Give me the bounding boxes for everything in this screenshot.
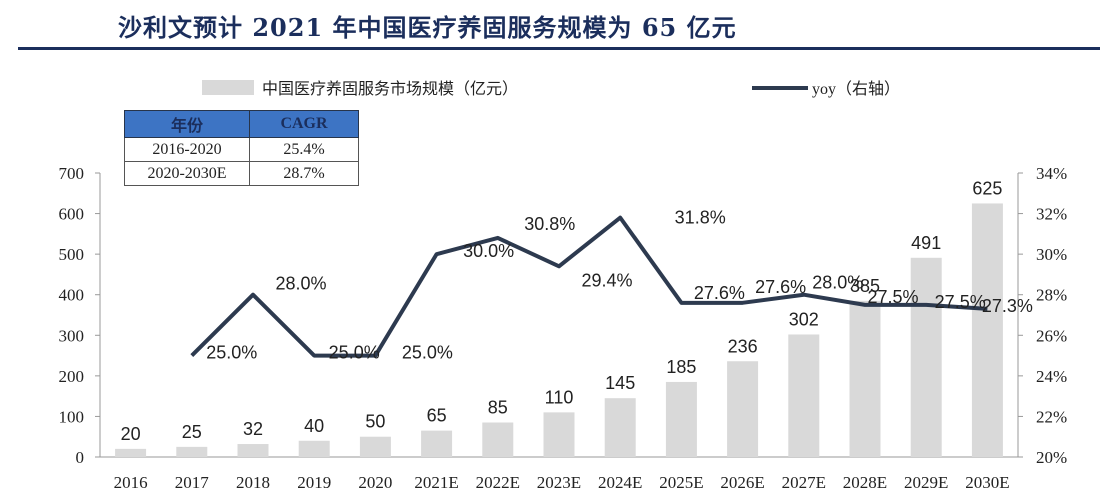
left-tick-label: 400 <box>59 286 85 305</box>
x-tick-label: 2020 <box>358 473 392 492</box>
yoy-value-label: 28.0% <box>812 273 863 293</box>
left-tick-label: 200 <box>59 367 85 386</box>
x-tick-label: 2024E <box>598 473 642 492</box>
legend-bar-swatch <box>202 80 254 95</box>
yoy-value-label: 31.8% <box>675 208 726 228</box>
bar-value-label: 65 <box>427 406 447 426</box>
yoy-value-label: 27.6% <box>694 283 745 303</box>
bar <box>298 440 330 457</box>
bar-value-label: 110 <box>545 387 574 407</box>
bar <box>543 412 575 457</box>
left-tick-label: 500 <box>59 245 85 264</box>
left-tick-label: 0 <box>76 448 85 467</box>
x-tick-label: 2029E <box>904 473 948 492</box>
yoy-value-label: 30.0% <box>463 241 514 261</box>
cagr-row: 2016-2020 25.4% <box>124 137 359 162</box>
cagr-table: 年份 CAGR 2016-2020 25.4% 2020-2030E 28.7% <box>124 110 359 186</box>
bar-value-label: 40 <box>304 416 324 436</box>
bar <box>604 398 636 457</box>
cagr-header-cagr: CAGR <box>249 110 359 138</box>
yoy-value-label: 25.0% <box>206 343 257 363</box>
cagr-table-header: 年份 CAGR <box>124 110 359 138</box>
bar-value-label: 236 <box>728 336 758 356</box>
yoy-value-label: 29.4% <box>581 270 632 290</box>
yoy-value-label: 28.0% <box>275 274 326 294</box>
right-tick-label: 28% <box>1036 286 1067 305</box>
bar <box>421 430 453 457</box>
bar <box>910 257 942 457</box>
bar-value-label: 32 <box>243 419 263 439</box>
yoy-value-label: 30.8% <box>524 214 575 234</box>
cagr-value: 28.7% <box>249 161 359 186</box>
yoy-value-label: 27.5% <box>867 287 918 307</box>
bar <box>359 436 391 457</box>
cagr-row: 2020-2030E 28.7% <box>124 161 359 186</box>
x-tick-label: 2025E <box>659 473 703 492</box>
bar-value-label: 385 <box>850 276 880 296</box>
yoy-line <box>190 215 988 358</box>
bar <box>788 334 820 457</box>
legend-line-label: yoy（右轴） <box>812 80 900 98</box>
yoy-value-label: 27.6% <box>755 277 806 297</box>
yoy-value-label: 25.0% <box>402 343 453 363</box>
right-tick-label: 32% <box>1036 205 1067 224</box>
x-tick-label: 2027E <box>782 473 826 492</box>
left-tick-label: 300 <box>59 326 85 345</box>
x-tick-label: 2016 <box>114 473 148 492</box>
cagr-period: 2016-2020 <box>124 137 250 162</box>
bar-value-label: 302 <box>789 309 819 329</box>
title-divider <box>18 47 1100 50</box>
bar <box>237 444 269 457</box>
x-tick-label: 2023E <box>537 473 581 492</box>
bar-value-label: 625 <box>972 178 1002 198</box>
x-tick-label: 2018 <box>236 473 270 492</box>
left-tick-label: 100 <box>59 407 85 426</box>
right-tick-label: 26% <box>1036 326 1067 345</box>
cagr-header-year: 年份 <box>124 110 250 138</box>
left-tick-label: 600 <box>59 205 85 224</box>
x-tick-label: 2021E <box>414 473 458 492</box>
bar <box>727 361 759 457</box>
x-tick-label: 2017 <box>175 473 210 492</box>
right-tick-label: 24% <box>1036 367 1067 386</box>
bar <box>115 448 147 457</box>
right-tick-label: 30% <box>1036 245 1067 264</box>
bar <box>176 446 208 457</box>
right-tick-label: 22% <box>1036 407 1067 426</box>
x-tick-label: 2026E <box>720 473 764 492</box>
yoy-value-label: 25.0% <box>329 343 380 363</box>
bar-value-label: 20 <box>121 424 141 444</box>
x-tick-label: 2028E <box>843 473 887 492</box>
bar-value-label: 85 <box>488 398 508 418</box>
yoy-value-label: 27.3% <box>982 296 1033 316</box>
cagr-value: 25.4% <box>249 137 359 162</box>
right-tick-label: 20% <box>1036 448 1067 467</box>
x-tick-label: 2030E <box>965 473 1009 492</box>
x-tick-label: 2019 <box>297 473 331 492</box>
bar <box>482 422 514 457</box>
bar-value-label: 50 <box>365 412 385 432</box>
bar-value-label: 185 <box>666 357 696 377</box>
right-tick-label: 34% <box>1036 164 1067 183</box>
cagr-period: 2020-2030E <box>124 161 250 186</box>
bar-value-label: 25 <box>182 422 202 442</box>
left-tick-label: 700 <box>59 164 85 183</box>
bar <box>665 381 697 457</box>
bar-value-label: 145 <box>605 373 635 393</box>
bar <box>849 300 881 457</box>
chart-title: 沙利文预计 2021 年中国医疗养固服务规模为 65 亿元 <box>118 13 737 42</box>
bar <box>971 203 1003 457</box>
bar-value-label: 491 <box>911 233 941 253</box>
yoy-value-label: 27.5% <box>935 292 986 312</box>
legend-bar-label: 中国医疗养固服务市场规模（亿元） <box>262 80 518 98</box>
x-tick-label: 2022E <box>476 473 520 492</box>
